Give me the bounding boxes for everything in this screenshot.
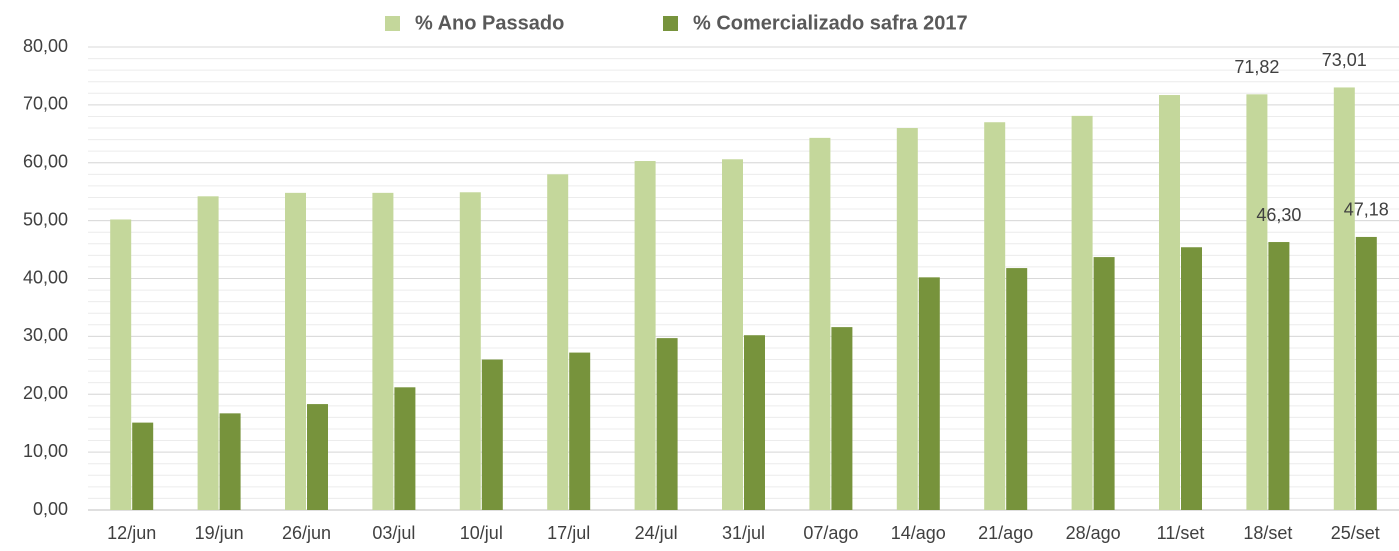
bar [1355,236,1377,511]
x-tick-label: 24/jul [635,523,678,543]
data-label: 73,01 [1322,50,1367,70]
y-tick-label: 60,00 [23,152,68,172]
bar [569,352,591,510]
x-tick-label: 21/ago [978,523,1033,543]
x-tick-label: 10/jul [460,523,503,543]
y-tick-label: 30,00 [23,325,68,345]
x-tick-label: 11/set [1157,523,1205,543]
bar [481,359,503,510]
x-tick-label: 03/jul [372,523,415,543]
bar [219,413,241,510]
bar [1071,115,1093,510]
bar [110,219,132,510]
legend-label: % Ano Passado [415,12,564,34]
bar [1268,242,1290,510]
bar [722,159,743,510]
x-tick-label: 25/set [1331,523,1380,543]
bar [984,122,1006,511]
y-tick-label: 80,00 [23,36,68,56]
x-tick-label: 12/jun [107,523,156,543]
bar [1333,87,1355,511]
x-tick-label: 28/ago [1066,523,1121,543]
bar [197,196,219,510]
bar [132,422,154,510]
bar [656,338,678,510]
bar [1093,257,1115,510]
bar [1159,95,1180,510]
x-tick-label: 14/ago [891,523,946,543]
bar [1246,94,1268,511]
bar [372,192,394,510]
legend-label: % Comercializado safra 2017 [693,12,968,34]
x-tick-label: 26/jun [282,523,331,543]
bar [1181,247,1202,510]
data-label: 47,18 [1344,200,1389,220]
x-tick-label: 17/jul [547,523,590,543]
bar [634,161,656,511]
bar [285,192,306,510]
x-tick-label: 07/ago [803,523,858,543]
y-tick-label: 50,00 [23,209,68,229]
y-tick-label: 10,00 [23,441,68,461]
y-tick-label: 70,00 [23,94,68,114]
x-tick-label: 19/jun [195,523,244,543]
bar [394,387,416,510]
legend-swatch [385,16,400,31]
y-tick-label: 0,00 [33,499,68,519]
bar [831,327,853,510]
y-tick-label: 40,00 [23,267,68,287]
data-label: 46,30 [1256,205,1301,225]
bar [918,277,940,510]
legend-swatch [663,16,678,31]
bar [459,192,481,511]
bar [307,404,328,510]
bar [896,128,918,510]
data-label: 71,82 [1234,57,1279,77]
bar [547,174,569,510]
bar [809,137,831,510]
y-tick-label: 20,00 [23,383,68,403]
bar [1006,268,1028,510]
x-tick-label: 31/jul [722,523,765,543]
x-tick-label: 18/set [1243,523,1292,543]
bar [744,335,765,510]
